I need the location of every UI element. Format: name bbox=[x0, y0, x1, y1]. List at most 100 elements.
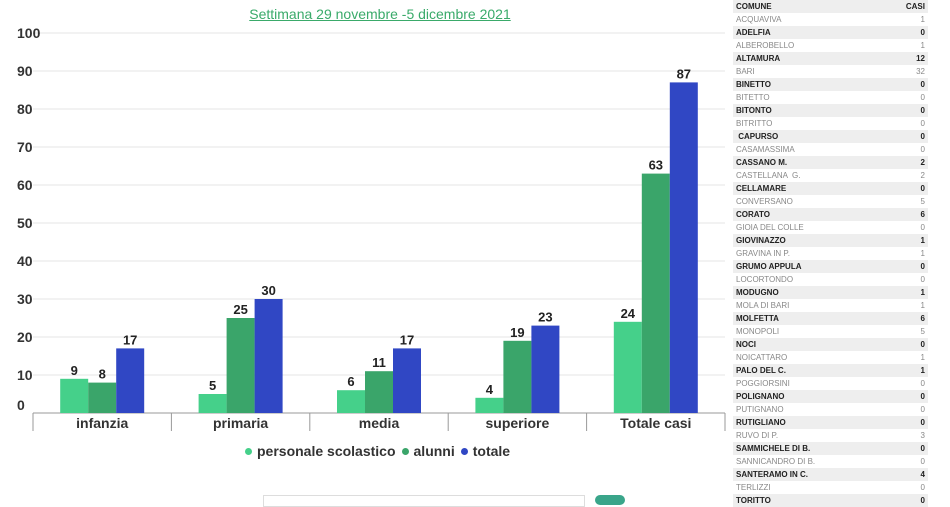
table-row: GRUMO APPULA 0 bbox=[733, 260, 928, 273]
bar-personale-scolastico bbox=[475, 397, 504, 413]
comune-cell: PUTIGNANO bbox=[736, 405, 784, 414]
casi-cell: 4 bbox=[920, 470, 925, 479]
legend-item[interactable]: personale scolastico bbox=[245, 443, 396, 459]
comune-cell: MOLFETTA bbox=[736, 314, 779, 323]
comune-cell: NOICATTARO bbox=[736, 353, 788, 362]
bottom-input[interactable] bbox=[263, 495, 585, 507]
comune-cell: MODUGNO bbox=[736, 288, 779, 297]
data-label: 19 bbox=[510, 325, 524, 340]
comune-cell: SANNICANDRO DI B. bbox=[736, 457, 816, 466]
casi-cell: 0 bbox=[920, 379, 925, 388]
casi-cell: 0 bbox=[920, 262, 925, 271]
x-tick-label: superiore bbox=[485, 415, 549, 431]
data-label: 23 bbox=[538, 310, 552, 325]
comune-cell: ALBEROBELLO bbox=[736, 41, 795, 50]
comune-cell: PALO DEL C. bbox=[736, 366, 786, 375]
table-row: SAMMICHELE DI B. 0 bbox=[733, 442, 928, 455]
comune-cell: MOLA DI BARI bbox=[736, 301, 790, 310]
data-label: 17 bbox=[123, 332, 137, 347]
comune-cell: SANTERAMO IN C. bbox=[736, 470, 808, 479]
casi-cell: 1 bbox=[920, 41, 925, 50]
table-row: RUVO DI P. 3 bbox=[733, 429, 928, 442]
table-row: GRAVINA IN P. 1 bbox=[733, 247, 928, 260]
comune-cell: TERLIZZI bbox=[736, 483, 771, 492]
casi-cell: 1 bbox=[920, 288, 925, 297]
table-row: ALBEROBELLO 1 bbox=[733, 39, 928, 52]
legend: personale scolastico alunni totale bbox=[245, 443, 510, 459]
header-casi: CASI bbox=[905, 2, 925, 11]
table-row: TERLIZZI 0 bbox=[733, 481, 928, 494]
casi-cell: 0 bbox=[920, 145, 925, 154]
casi-cell: 12 bbox=[916, 54, 925, 63]
table-row: CORATO 6 bbox=[733, 208, 928, 221]
comune-cell: GIOIA DEL COLLE bbox=[736, 223, 804, 232]
comune-cell: ALTAMURA bbox=[736, 54, 781, 63]
table-row: BITETTO 0 bbox=[733, 91, 928, 104]
comune-cell: CASSANO M. bbox=[736, 158, 788, 167]
x-tick-label: primaria bbox=[213, 415, 268, 431]
table-row: ALTAMURA 12 bbox=[733, 52, 928, 65]
table-row: GIOVINAZZO 1 bbox=[733, 234, 928, 247]
table-row: CELLAMARE 0 bbox=[733, 182, 928, 195]
table-row: SANNICANDRO DI B. 0 bbox=[733, 455, 928, 468]
casi-cell: 0 bbox=[920, 93, 925, 102]
data-label: 17 bbox=[400, 332, 414, 347]
chart-title: Settimana 29 novembre -5 dicembre 2021 bbox=[249, 6, 511, 22]
casi-cell: 1 bbox=[920, 236, 925, 245]
legend-item[interactable]: alunni bbox=[401, 443, 455, 459]
data-label: 63 bbox=[649, 158, 663, 173]
bottom-button[interactable] bbox=[595, 495, 625, 505]
header-comune: COMUNE bbox=[736, 2, 772, 11]
legend-label: personale scolastico bbox=[257, 443, 396, 459]
x-tick-label: infanzia bbox=[76, 415, 128, 431]
casi-cell: 0 bbox=[920, 392, 925, 401]
table-row: CASTELLANA G. 2 bbox=[733, 169, 928, 182]
bar-personale-scolastico bbox=[198, 394, 227, 413]
casi-cell: 0 bbox=[920, 132, 925, 141]
comune-cell: ADELFIA bbox=[736, 28, 771, 37]
comune-cell: GRUMO APPULA bbox=[736, 262, 802, 271]
y-tick-label: 80 bbox=[17, 101, 33, 117]
table-row: CAPURSO 0 bbox=[733, 130, 928, 143]
bar-personale-scolastico bbox=[613, 321, 642, 413]
bar-personale-scolastico bbox=[60, 378, 89, 413]
casi-cell: 0 bbox=[920, 184, 925, 193]
comune-cell: POLIGNANO bbox=[736, 392, 785, 401]
y-tick-label: 0 bbox=[17, 397, 25, 413]
y-tick-label: 30 bbox=[17, 291, 33, 307]
table-row: POLIGNANO 0 bbox=[733, 390, 928, 403]
bar-alunni bbox=[226, 318, 255, 413]
legend-item[interactable]: totale bbox=[460, 443, 510, 459]
table-row: SANTERAMO IN C. 4 bbox=[733, 468, 928, 481]
bar-alunni bbox=[503, 340, 532, 413]
bar-totale bbox=[669, 82, 698, 414]
legend-dot-icon bbox=[460, 447, 468, 455]
table-row: PALO DEL C. 1 bbox=[733, 364, 928, 377]
comune-cell: CASTELLANA G. bbox=[736, 171, 801, 180]
casi-cell: 0 bbox=[920, 457, 925, 466]
comune-cell: SAMMICHELE DI B. bbox=[736, 444, 811, 453]
table-row: ADELFIA 0 bbox=[733, 26, 928, 39]
table-row: MOLA DI BARI 1 bbox=[733, 299, 928, 312]
y-tick-label: 50 bbox=[17, 215, 33, 231]
table-row: NOCI 0 bbox=[733, 338, 928, 351]
table-row: GIOIA DEL COLLE 0 bbox=[733, 221, 928, 234]
bar-personale-scolastico bbox=[337, 390, 365, 413]
data-label: 25 bbox=[233, 302, 247, 317]
data-label: 6 bbox=[347, 374, 354, 389]
table-header: COMUNE CASI bbox=[733, 0, 928, 13]
comune-cell: POGGIORSINI bbox=[736, 379, 790, 388]
data-label: 5 bbox=[209, 378, 216, 393]
legend-label: alunni bbox=[413, 443, 455, 459]
table-row: LOCORTONDO 0 bbox=[733, 273, 928, 286]
legend-dot-icon bbox=[401, 447, 409, 455]
table-row: MONOPOLI 5 bbox=[733, 325, 928, 338]
comune-cell: NOCI bbox=[736, 340, 756, 349]
casi-cell: 1 bbox=[920, 249, 925, 258]
bar-totale bbox=[254, 299, 283, 413]
casi-cell: 0 bbox=[920, 80, 925, 89]
bar-chart: 0 10 20 30 40 50 60 70 80 90 100 infanzia 9 8 17 primar… bbox=[17, 25, 726, 431]
casi-cell: 1 bbox=[920, 353, 925, 362]
table-row: MODUGNO 1 bbox=[733, 286, 928, 299]
casi-cell: 5 bbox=[920, 327, 925, 336]
